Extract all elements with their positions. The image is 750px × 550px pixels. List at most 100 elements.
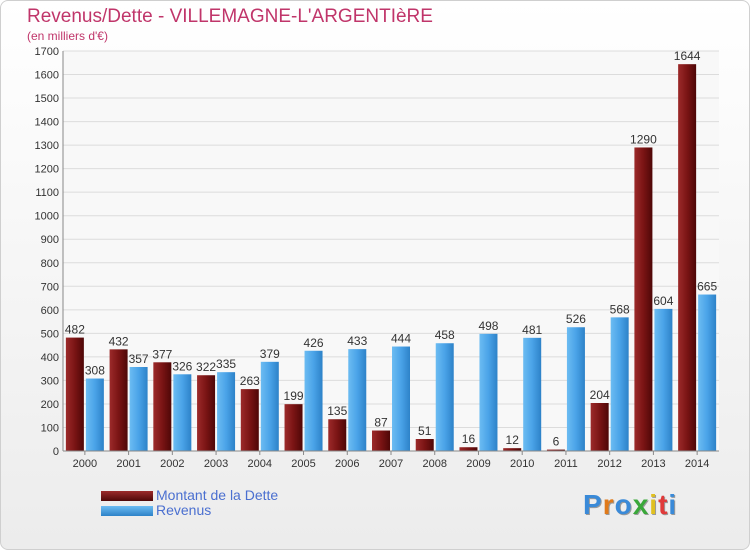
x-tick-label: 2004 — [248, 458, 272, 470]
bar-debt-2006 — [328, 419, 347, 451]
data-label-debt-2008: 51 — [418, 424, 432, 438]
y-tick-label: 1600 — [35, 70, 59, 82]
bar-debt-2001 — [109, 349, 128, 451]
bar-revenus-2013 — [654, 308, 673, 451]
x-tick-label: 2012 — [597, 458, 621, 470]
legend-label-revenus: Revenus — [156, 502, 212, 518]
data-label-debt-2012: 204 — [590, 388, 610, 402]
legend-label-debt: Montant de la Dette — [156, 487, 279, 503]
y-tick-label: 0 — [53, 446, 59, 458]
x-tick-label: 2011 — [554, 458, 578, 470]
y-tick-label: 900 — [41, 234, 59, 246]
chart-title: Revenus/Dette - VILLEMAGNE-L'ARGENTIèRE — [27, 6, 433, 27]
bar-revenus-2001 — [129, 367, 148, 451]
y-tick-label: 1000 — [35, 211, 59, 223]
legend-swatch-revenus — [101, 506, 153, 516]
bar-revenus-2006 — [348, 349, 367, 451]
logo-letter: x — [632, 489, 650, 520]
data-label-revenus-2008: 458 — [435, 328, 455, 342]
bar-revenus-2008 — [435, 343, 454, 451]
bar-revenus-2012 — [610, 317, 629, 451]
data-label-revenus-2003: 335 — [216, 357, 236, 371]
bar-revenus-2003 — [217, 372, 236, 451]
data-label-debt-2004: 263 — [240, 374, 260, 388]
legend-swatch-debt — [101, 491, 153, 501]
bar-revenus-2007 — [392, 346, 410, 451]
bar-debt-2003 — [197, 375, 216, 451]
x-tick-label: 2009 — [466, 458, 490, 470]
bar-debt-2013 — [634, 147, 653, 451]
data-label-revenus-2011: 526 — [566, 312, 586, 326]
x-tick-label: 2003 — [204, 458, 228, 470]
grid-lines — [63, 50, 719, 452]
x-tick-label: 2007 — [379, 458, 403, 470]
bar-debt-2011 — [546, 449, 565, 451]
bar-revenus-2005 — [304, 350, 323, 451]
y-tick-label: 800 — [41, 258, 59, 270]
data-label-debt-2009: 16 — [462, 432, 476, 446]
data-label-revenus-2010: 481 — [522, 323, 542, 337]
bar-debt-2010 — [503, 448, 522, 451]
chart-subtitle: (en milliers d'€) — [27, 29, 108, 43]
data-label-debt-2006: 135 — [327, 404, 347, 418]
y-tick-label: 200 — [41, 399, 59, 411]
x-tick-label: 2005 — [291, 458, 315, 470]
bar-debt-2002 — [153, 362, 172, 451]
bar-debt-2009 — [459, 447, 478, 451]
proxiti-logo: Proxiti — [583, 489, 677, 521]
data-label-debt-2005: 199 — [284, 389, 304, 403]
logo-letter: i — [649, 489, 659, 520]
logo-letter: o — [614, 489, 633, 520]
y-tick-label: 100 — [41, 422, 59, 434]
bar-revenus-2009 — [479, 333, 498, 451]
data-label-debt-2011: 6 — [553, 435, 560, 449]
data-label-debt-2000: 482 — [65, 323, 85, 337]
bar-debt-2004 — [240, 389, 259, 451]
data-label-debt-2014: 1644 — [674, 49, 701, 63]
bar-revenus-2010 — [523, 337, 542, 451]
y-tick-label: 1500 — [35, 93, 59, 105]
data-label-revenus-2005: 426 — [304, 336, 324, 350]
axes: 0 100 200 300 400 500 600 700 800 900 1000 1100 1200… — [35, 46, 719, 470]
y-tick-label: 500 — [41, 328, 59, 340]
x-tick-label: 2008 — [422, 458, 446, 470]
data-label-debt-2002: 377 — [152, 347, 172, 361]
bar-revenus-2014 — [698, 294, 717, 451]
bar-revenus-2011 — [566, 327, 585, 451]
logo-letter: r — [602, 489, 615, 520]
bar-debt-2007 — [372, 430, 390, 451]
data-label-debt-2013: 1290 — [630, 132, 657, 146]
bar-revenus-2002 — [173, 374, 192, 451]
data-label-revenus-2006: 433 — [347, 334, 367, 348]
x-tick-label: 2013 — [641, 458, 665, 470]
data-label-revenus-2001: 357 — [129, 352, 149, 366]
bar-debt-2000 — [65, 337, 84, 451]
bar-revenus-2004 — [260, 361, 279, 451]
logo-letter: t — [658, 489, 669, 520]
bar-revenus-2000 — [85, 378, 104, 451]
y-tick-label: 400 — [41, 352, 59, 364]
y-tick-label: 600 — [41, 305, 59, 317]
y-tick-label: 1100 — [35, 187, 59, 199]
data-label-revenus-2002: 326 — [172, 359, 192, 373]
data-label-revenus-2009: 498 — [478, 319, 498, 333]
plot-area — [63, 51, 719, 451]
y-tick-label: 300 — [41, 375, 59, 387]
data-label-revenus-2000: 308 — [85, 364, 105, 378]
data-label-revenus-2014: 665 — [697, 280, 717, 294]
x-tick-label: 2001 — [116, 458, 140, 470]
data-label-debt-2001: 432 — [109, 334, 129, 348]
bar-chart: 0 100 200 300 400 500 600 700 800 900 1000 1100 1200… — [35, 46, 719, 470]
bars — [65, 64, 717, 452]
y-tick-label: 1200 — [35, 164, 59, 176]
logo-letter: P — [583, 489, 603, 520]
data-label-revenus-2004: 379 — [260, 347, 280, 361]
y-tick-label: 1300 — [35, 140, 59, 152]
y-tick-label: 700 — [41, 281, 59, 293]
data-label-debt-2007: 87 — [374, 416, 388, 430]
y-tick-label: 1700 — [35, 46, 59, 58]
data-label-revenus-2007: 444 — [391, 332, 411, 346]
data-label-revenus-2013: 604 — [653, 294, 673, 308]
